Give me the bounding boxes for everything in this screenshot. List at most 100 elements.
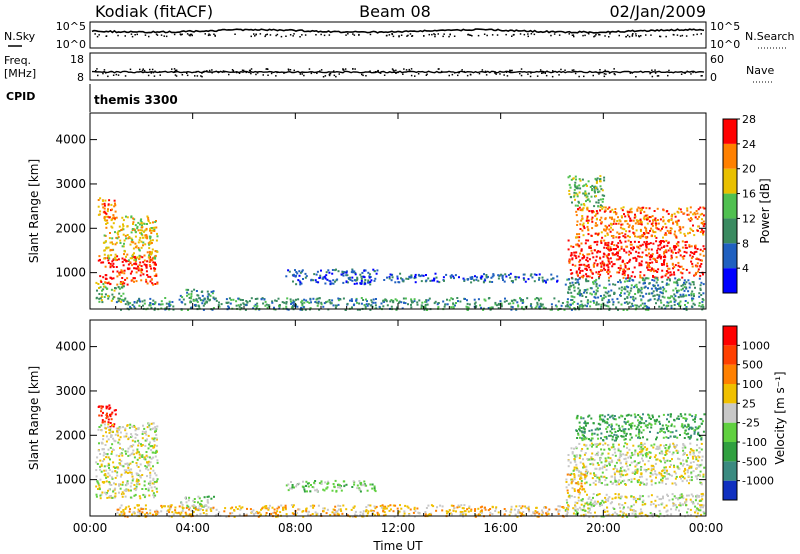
scatter-cell (661, 452, 664, 455)
scatter-cell (292, 504, 295, 507)
scatter-cell (142, 304, 144, 307)
scatter-cell (578, 283, 580, 286)
scatter-cell (444, 303, 447, 306)
scatter-cell (650, 227, 653, 230)
scatter-cell (170, 505, 172, 508)
scatter-cell (300, 282, 303, 285)
scatter-cell (686, 469, 689, 472)
scatter-cell (132, 277, 135, 280)
nsearch-point (469, 34, 472, 36)
scatter-cell (116, 255, 119, 258)
scatter-cell (301, 304, 304, 307)
scatter-cell (147, 434, 150, 437)
scatter-cell (105, 435, 108, 438)
scatter-cell (334, 280, 336, 283)
scatter-cell (639, 461, 641, 464)
scatter-cell (568, 193, 571, 196)
nave-tick-top: 60 (710, 53, 724, 66)
scatter-cell (213, 495, 215, 498)
scatter-cell (573, 459, 576, 462)
scatter-cell (657, 255, 660, 258)
scatter-cell (138, 512, 141, 515)
scatter-cell (103, 207, 106, 210)
scatter-cell (694, 247, 697, 250)
scatter-cell (374, 301, 377, 304)
scatter-cell (687, 279, 690, 282)
scatter-cell (641, 454, 644, 457)
nsearch-point (448, 35, 450, 38)
scatter-cell (410, 303, 412, 306)
scatter-cell (609, 457, 612, 460)
scatter-cell (579, 293, 582, 296)
scatter-cell (292, 303, 295, 306)
scatter-cell (586, 195, 589, 198)
scatter-cell (573, 301, 576, 303)
scatter-cell (430, 512, 433, 515)
scatter-cell (662, 292, 664, 295)
scatter-cell (697, 464, 700, 467)
scatter-cell (359, 514, 362, 517)
scatter-cell (273, 511, 276, 514)
scatter-cell (105, 456, 108, 459)
scatter-cell (298, 270, 301, 273)
scatter-cell (571, 277, 574, 280)
scatter-cell (107, 418, 110, 421)
scatter-cell (648, 292, 651, 295)
scatter-cell (386, 276, 388, 279)
scatter-cell (636, 245, 639, 248)
scatter-cell (360, 481, 363, 484)
scatter-cell (296, 512, 299, 515)
scatter-cell (144, 465, 147, 467)
scatter-cell (699, 253, 702, 256)
nsearch-point (491, 34, 494, 36)
scatter-cell (646, 482, 648, 485)
nsearch-point (437, 33, 439, 35)
scatter-cell (534, 298, 537, 301)
scatter-cell (694, 213, 697, 216)
scatter-cell (258, 511, 261, 514)
colorbar-segment (723, 143, 737, 169)
scatter-cell (322, 507, 325, 510)
scatter-cell (195, 290, 198, 292)
scatter-cell (311, 513, 314, 515)
scatter-cell (626, 277, 629, 280)
scatter-cell (128, 236, 131, 238)
scatter-cell (573, 289, 576, 292)
nsearch-point (573, 35, 575, 38)
scatter-cell (669, 274, 672, 277)
scatter-cell (579, 436, 581, 439)
scatter-cell (151, 239, 154, 242)
scatter-cell (620, 289, 623, 292)
scatter-cell (645, 451, 648, 454)
scatter-cell (630, 287, 633, 290)
scatter-cell (610, 461, 613, 464)
scatter-cell (372, 301, 375, 304)
scatter-cell (667, 219, 670, 222)
scatter-cell (576, 236, 579, 239)
scatter-cell (617, 242, 620, 245)
scatter-cell (616, 468, 619, 471)
scatter-cell (573, 447, 575, 450)
scatter-cell (148, 243, 151, 246)
scatter-cell (664, 232, 667, 235)
scatter-cell (120, 493, 123, 496)
scatter-cell (620, 207, 623, 210)
scatter-cell (642, 277, 645, 280)
scatter-cell (336, 512, 339, 515)
scatter-cell (148, 443, 151, 446)
scatter-cell (136, 511, 139, 514)
scatter-cell (569, 186, 572, 189)
scatter-cell (266, 307, 269, 309)
scatter-cell (665, 466, 667, 469)
scatter-cell (95, 475, 98, 478)
scatter-cell (639, 228, 642, 231)
scatter-cell (575, 214, 578, 217)
scatter-cell (657, 297, 660, 300)
scatter-cell (131, 473, 133, 476)
scatter-cell (597, 201, 600, 204)
scatter-cell (554, 304, 557, 307)
scatter-cell (408, 276, 411, 278)
scatter-cell (113, 199, 116, 202)
scatter-cell (677, 219, 680, 222)
scatter-cell (240, 307, 243, 309)
